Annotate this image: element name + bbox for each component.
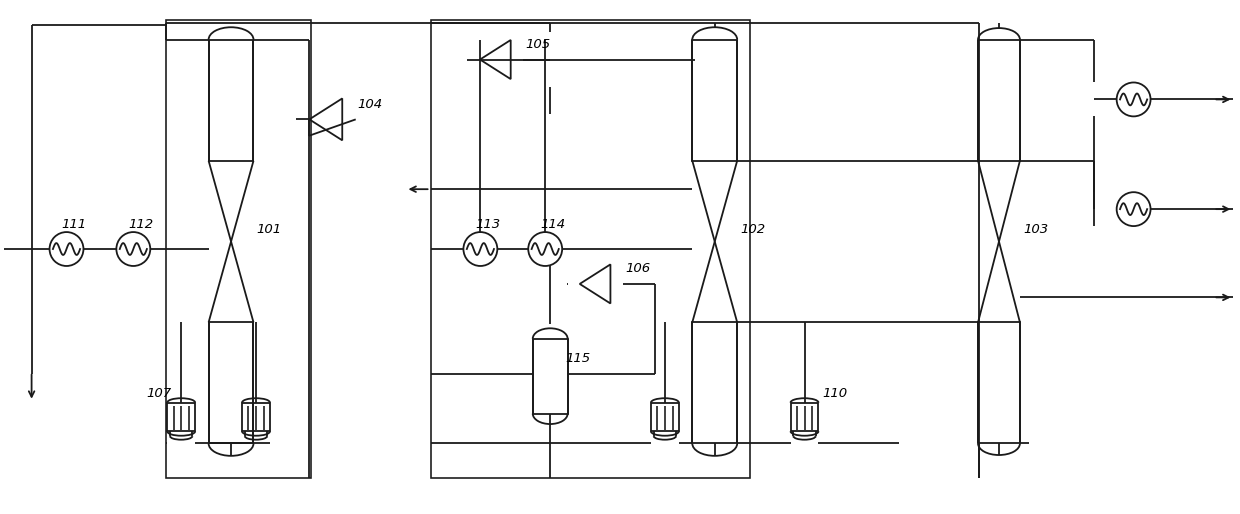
Text: 111: 111: [62, 217, 87, 231]
Bar: [208, 40, 253, 161]
Text: 102: 102: [740, 223, 765, 235]
Text: 110: 110: [822, 387, 848, 400]
Text: 105: 105: [526, 38, 551, 51]
Bar: [978, 40, 1021, 161]
Bar: [208, 322, 253, 444]
Circle shape: [50, 232, 83, 266]
Bar: [692, 40, 738, 161]
Circle shape: [528, 232, 562, 266]
Bar: [167, 402, 195, 431]
Text: 114: 114: [541, 217, 565, 231]
Text: 106: 106: [625, 263, 650, 276]
Text: 104: 104: [357, 98, 383, 111]
Bar: [978, 322, 1021, 444]
Text: 107: 107: [146, 387, 171, 400]
Bar: [533, 339, 568, 414]
Bar: [651, 402, 678, 431]
Bar: [166, 20, 311, 479]
Bar: [242, 402, 270, 431]
Text: 103: 103: [1023, 223, 1048, 235]
Text: 115: 115: [565, 352, 590, 365]
Text: 112: 112: [128, 217, 154, 231]
Circle shape: [117, 232, 150, 266]
Bar: [692, 322, 738, 444]
Circle shape: [1117, 82, 1151, 116]
Text: 101: 101: [257, 223, 281, 235]
Text: 113: 113: [475, 217, 501, 231]
Bar: [430, 20, 750, 479]
Bar: [791, 402, 818, 431]
Circle shape: [464, 232, 497, 266]
Circle shape: [1117, 192, 1151, 226]
